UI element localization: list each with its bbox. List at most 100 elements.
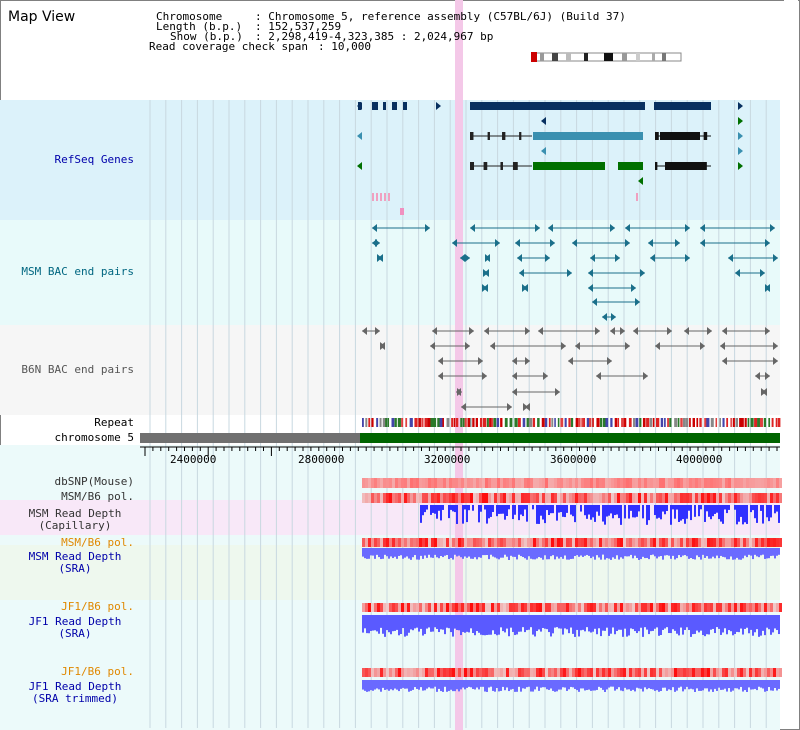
read-depth-bar: [718, 615, 720, 629]
strand-arrow: [517, 254, 522, 262]
track-label-msm-bac[interactable]: MSM BAC end pairs: [21, 265, 134, 278]
polymorphism-cell: [443, 603, 446, 612]
polymorphism-cell: [536, 668, 539, 677]
read-depth-bar: [694, 505, 696, 517]
read-depth-bar: [724, 505, 726, 510]
read-depth-bar: [530, 615, 532, 628]
strand-arrow: [375, 239, 380, 247]
polymorphism-cell: [362, 538, 365, 547]
read-depth-bar: [658, 548, 660, 557]
read-depth-bar: [460, 680, 462, 690]
read-depth-bar: [648, 505, 650, 521]
track-label-msm-depth-sra[interactable]: MSM Read Depth (SRA): [0, 551, 150, 575]
read-depth-bar: [382, 680, 384, 688]
track-label-msm-b6-pol-1[interactable]: MSM/B6 pol.: [61, 490, 134, 503]
read-depth-bar: [410, 615, 412, 630]
read-depth-bar: [470, 548, 472, 559]
read-depth-bar: [420, 615, 422, 629]
polymorphism-cell: [674, 668, 677, 677]
polymorphism-cell: [476, 603, 479, 612]
polymorphism-cell: [602, 668, 605, 677]
polymorphism-cell: [419, 538, 422, 547]
read-depth-bar: [756, 615, 758, 630]
read-depth-bar: [624, 615, 626, 629]
track-label-chromosome[interactable]: chromosome 5: [54, 431, 134, 444]
polymorphism-cell: [710, 538, 713, 547]
read-depth-bar: [452, 505, 454, 512]
strand-arrow: [515, 239, 520, 247]
polymorphism-cell: [479, 538, 482, 547]
strand-arrow: [541, 117, 546, 125]
polymorphism-cell: [740, 603, 743, 612]
read-depth-bar: [558, 505, 560, 513]
read-depth-bar: [724, 548, 726, 558]
strand-arrow: [512, 357, 517, 365]
polymorphism-cell: [689, 478, 692, 488]
polymorphism-cell: [641, 603, 644, 612]
polymorphism-cell: [677, 538, 680, 547]
polymorphism-cell: [395, 538, 398, 547]
read-depth-bar: [722, 615, 724, 633]
read-depth-bar: [378, 548, 380, 558]
read-depth-bar: [524, 548, 526, 559]
ideogram-band: [652, 53, 655, 61]
read-depth-bar: [464, 505, 466, 510]
track-label-dbsnp[interactable]: dbSNP(Mouse): [54, 475, 134, 488]
track-label-jf1-depth-sra[interactable]: JF1 Read Depth (SRA): [0, 616, 150, 640]
polymorphism-cell: [392, 493, 395, 503]
track-label-jf1-b6-pol-1[interactable]: JF1/B6 pol.: [61, 600, 134, 613]
read-depth-bar: [580, 548, 582, 556]
read-depth-bar: [514, 505, 516, 515]
track-label-jf1-depth-trim[interactable]: JF1 Read Depth (SRA trimmed): [0, 681, 150, 705]
polymorphism-cell: [569, 538, 572, 547]
polymorphism-cell: [758, 478, 761, 488]
polymorphism-cell: [434, 538, 437, 547]
polymorphism-cell: [482, 478, 485, 488]
track-label-b6n-bac[interactable]: B6N BAC end pairs: [21, 363, 134, 376]
read-depth-bar: [530, 680, 532, 692]
track-label-jf1-b6-pol-2[interactable]: JF1/B6 pol.: [61, 665, 134, 678]
repeat-mark: [682, 418, 686, 427]
polymorphism-cell: [725, 668, 728, 677]
polymorphism-cell: [458, 478, 461, 488]
read-depth-bar: [682, 680, 684, 692]
track-label-refseq[interactable]: RefSeq Genes: [54, 153, 134, 166]
read-depth-bar: [694, 548, 696, 560]
track-label-msm-depth-cap[interactable]: MSM Read Depth (Capillary): [0, 508, 150, 532]
polymorphism-cell: [761, 478, 764, 488]
polymorphism-cell: [728, 493, 731, 503]
polymorphism-cell: [539, 603, 542, 612]
polymorphism-cell: [626, 478, 629, 488]
repeat-mark: [750, 418, 754, 427]
polymorphism-cell: [755, 668, 758, 677]
read-depth-bar: [390, 615, 392, 635]
read-depth-bar: [738, 680, 740, 690]
track-label-repeat[interactable]: Repeat: [94, 416, 134, 429]
read-depth-bar: [468, 548, 470, 557]
read-depth-bar: [654, 548, 656, 557]
polymorphism-cell: [665, 478, 668, 488]
polymorphism-cell: [614, 493, 617, 503]
polymorphism-cell: [755, 603, 758, 612]
read-depth-bar: [756, 505, 758, 523]
read-depth-bar: [444, 680, 446, 687]
repeat-mark: [677, 418, 680, 427]
read-depth-bar: [762, 548, 764, 555]
polymorphism-cell: [776, 478, 779, 488]
read-depth-bar: [640, 548, 642, 560]
track-label-msm-b6-pol-2[interactable]: MSM/B6 pol.: [61, 536, 134, 549]
read-depth-bar: [532, 615, 534, 635]
vertical-scrollbar[interactable]: [784, 0, 798, 728]
polymorphism-cell: [695, 493, 698, 503]
strand-arrow: [495, 239, 500, 247]
track-label-msm-depth-sra-line2: (SRA): [58, 562, 92, 575]
polymorphism-cell: [650, 603, 653, 612]
repeat-mark: [401, 418, 404, 427]
polymorphism-cell: [656, 478, 659, 488]
chromosome-bar-green: [360, 433, 780, 443]
polymorphism-cell: [479, 493, 482, 503]
read-depth-bar: [630, 548, 632, 555]
polymorphism-cell: [452, 538, 455, 547]
polymorphism-cell: [668, 538, 671, 547]
